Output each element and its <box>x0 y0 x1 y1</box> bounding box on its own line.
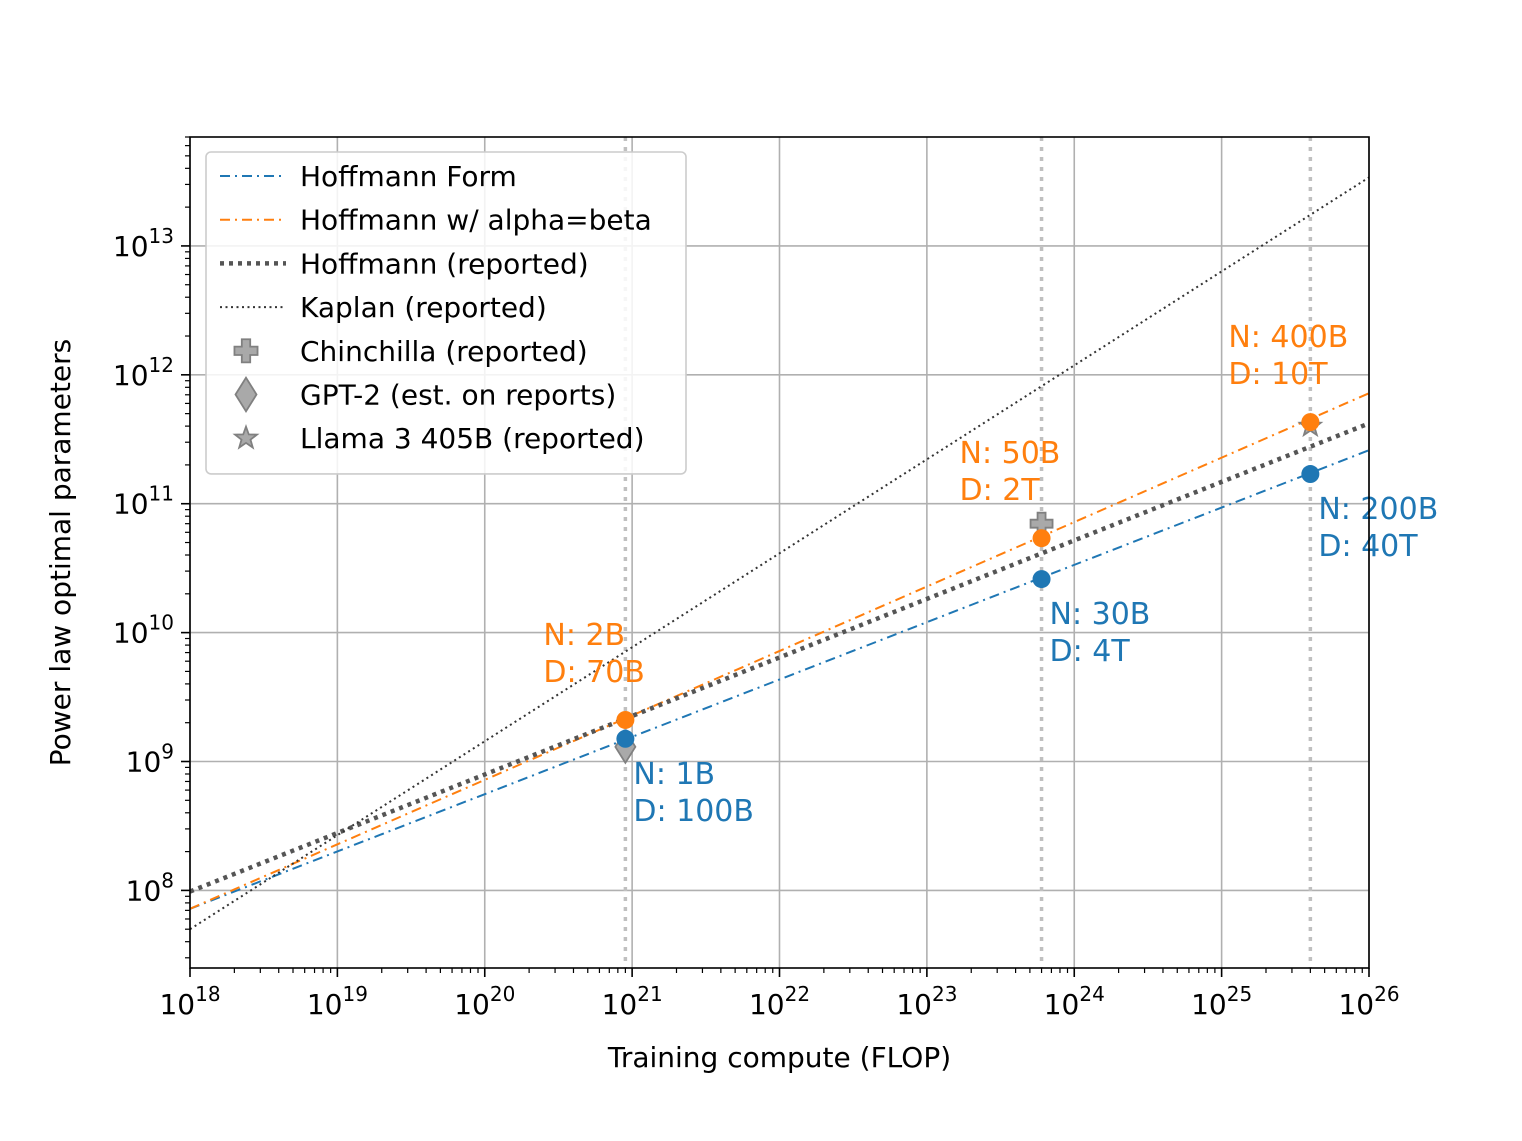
x-tick-label: 1019 <box>307 982 368 1021</box>
point-label-n: N: 1B <box>633 757 715 792</box>
x-tick-exponent: 22 <box>785 982 810 1006</box>
x-tick-base: 10 <box>749 988 785 1021</box>
point-label-n: N: 200B <box>1318 492 1438 527</box>
legend-label: Llama 3 405B (reported) <box>300 422 645 455</box>
series-line <box>189 176 1370 931</box>
x-axis-label: Training compute (FLOP) <box>607 1041 951 1074</box>
data-point <box>616 710 635 729</box>
legend-label: Kaplan (reported) <box>300 291 547 324</box>
legend-marker-swatch <box>234 376 258 413</box>
y-tick-label: 108 <box>126 868 174 907</box>
x-tick-base: 10 <box>896 988 932 1021</box>
x-tick-label: 1025 <box>1191 982 1252 1021</box>
point-label-n: N: 30B <box>1050 597 1151 632</box>
x-tick-exponent: 21 <box>637 982 662 1006</box>
x-tick-base: 10 <box>602 988 638 1021</box>
y-axis-label: Power law optimal parameters <box>44 339 77 766</box>
y-tick-label: 1010 <box>113 611 174 650</box>
x-tick-exponent: 26 <box>1374 982 1399 1006</box>
x-tick-base: 10 <box>1191 988 1227 1021</box>
y-tick-base: 10 <box>126 746 162 779</box>
legend-label: GPT-2 (est. on reports) <box>300 379 616 412</box>
point-label-d: D: 4T <box>1050 634 1131 669</box>
legend: Hoffmann Form Hoffmann w/ alpha=beta Hoffm… <box>205 151 687 475</box>
series-line <box>189 392 1370 910</box>
y-tick-exponent: 8 <box>161 868 174 892</box>
y-tick-base: 10 <box>126 874 162 907</box>
y-tick-exponent: 9 <box>161 740 174 764</box>
x-tick-label: 1026 <box>1338 982 1399 1021</box>
x-tick-base: 10 <box>159 988 195 1021</box>
legend-label: Hoffmann w/ alpha=beta <box>300 204 652 237</box>
tick-labels: 1018 1019 1020 1021 1022 1023 1024 1025 10261081… <box>113 224 1400 1021</box>
y-tick-base: 10 <box>113 230 149 263</box>
x-tick-base: 10 <box>1044 988 1080 1021</box>
x-tick-exponent: 23 <box>932 982 957 1006</box>
data-point <box>1301 413 1320 432</box>
point-label-d: D: 2T <box>960 473 1041 508</box>
x-tick-base: 10 <box>454 988 490 1021</box>
y-tick-label: 1011 <box>113 482 174 521</box>
vertical-reference-lines <box>623 137 1313 968</box>
x-tick-exponent: 19 <box>342 982 367 1006</box>
y-tick-exponent: 13 <box>149 224 174 248</box>
x-tick-exponent: 25 <box>1227 982 1252 1006</box>
point-label-d: D: 10T <box>1228 357 1328 392</box>
y-tick-exponent: 11 <box>149 482 174 506</box>
y-tick-base: 10 <box>113 359 149 392</box>
y-tick-label: 1013 <box>113 224 174 263</box>
y-tick-exponent: 12 <box>149 353 174 377</box>
x-tick-base: 10 <box>1338 988 1374 1021</box>
point-label-d: D: 100B <box>633 794 754 829</box>
legend-marker-swatch <box>232 423 260 450</box>
x-tick-label: 1024 <box>1044 982 1105 1021</box>
data-point <box>1032 570 1051 589</box>
x-tick-base: 10 <box>307 988 343 1021</box>
x-tick-label: 1018 <box>159 982 220 1021</box>
legend-box <box>205 151 687 475</box>
point-label-n: N: 2B <box>543 618 625 653</box>
y-tick-base: 10 <box>113 488 149 521</box>
axis-ticks <box>181 136 1370 977</box>
legend-label: Chinchilla (reported) <box>300 335 588 368</box>
data-point <box>1032 529 1051 548</box>
y-tick-label: 109 <box>126 740 174 779</box>
series-lines <box>189 176 1370 931</box>
legend-label: Hoffmann (reported) <box>300 247 589 280</box>
legend-marker-swatch <box>233 338 259 364</box>
x-tick-exponent: 20 <box>490 982 515 1006</box>
series-line <box>189 449 1370 910</box>
x-tick-label: 1021 <box>602 982 663 1021</box>
point-label-d: D: 70B <box>543 655 645 690</box>
data-point <box>1301 465 1320 484</box>
data-points <box>616 413 1320 748</box>
x-tick-exponent: 18 <box>195 982 220 1006</box>
point-label-n: N: 50B <box>960 436 1061 471</box>
y-tick-base: 10 <box>113 617 149 650</box>
y-tick-label: 1012 <box>113 353 174 392</box>
data-point <box>616 729 635 748</box>
x-tick-label: 1020 <box>454 982 515 1021</box>
x-tick-label: 1022 <box>749 982 810 1021</box>
point-label-n: N: 400B <box>1228 320 1348 355</box>
y-tick-exponent: 10 <box>149 611 174 635</box>
legend-label: Hoffmann Form <box>300 160 517 193</box>
x-tick-label: 1023 <box>896 982 957 1021</box>
x-tick-exponent: 24 <box>1079 982 1104 1006</box>
